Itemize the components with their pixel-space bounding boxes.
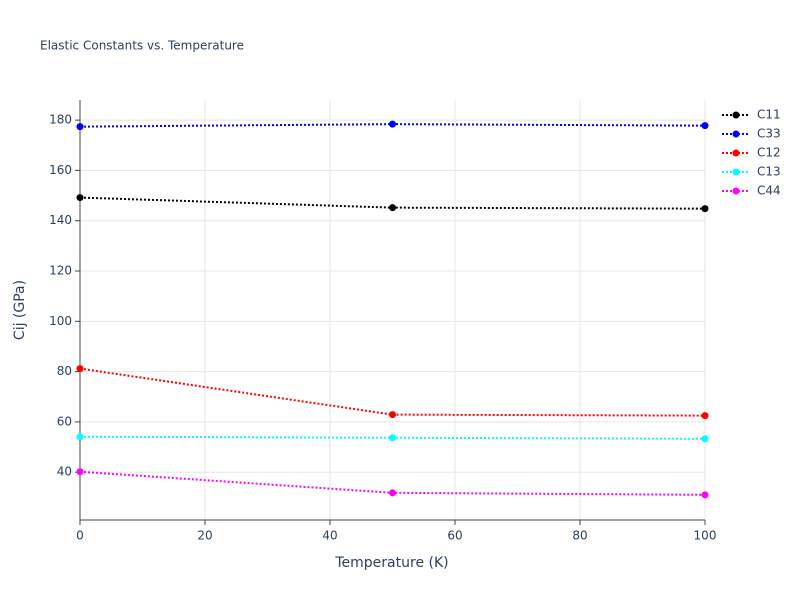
y-tick-label: 60 (57, 414, 72, 428)
legend-marker (732, 168, 740, 176)
y-tick-label: 120 (49, 264, 72, 278)
marker (389, 204, 396, 212)
marker (76, 365, 84, 373)
marker (389, 489, 396, 497)
x-tick-label: 20 (197, 529, 212, 543)
marker (76, 468, 84, 476)
legend-marker (732, 111, 740, 119)
legend-marker (732, 130, 740, 138)
legend-label: C12 (757, 146, 781, 160)
marker (701, 122, 709, 130)
y-axis-title: Cij (GPa) (12, 280, 28, 340)
x-tick-label: 100 (694, 529, 717, 543)
marker (701, 491, 709, 499)
y-tick-label: 140 (49, 213, 72, 227)
x-tick-label: 60 (447, 529, 462, 543)
legend-label: C33 (757, 127, 781, 141)
y-tick-label: 160 (49, 163, 72, 177)
y-tick-label: 80 (57, 364, 72, 378)
legend-label: C11 (757, 108, 781, 122)
legend-marker (732, 187, 740, 195)
marker (76, 123, 84, 131)
x-tick-label: 80 (572, 529, 587, 543)
marker (76, 433, 84, 441)
marker (389, 434, 396, 442)
marker (76, 194, 84, 202)
y-tick-label: 40 (57, 465, 72, 479)
x-axis-title: Temperature (K) (334, 555, 448, 571)
x-tick-label: 40 (322, 529, 337, 543)
marker (701, 435, 709, 443)
legend-label: C44 (757, 184, 781, 198)
y-tick-label: 180 (49, 113, 72, 127)
x-tick-label: 0 (76, 529, 84, 543)
legend-marker (732, 149, 740, 157)
marker (389, 120, 396, 128)
marker (701, 412, 709, 420)
y-tick-label: 100 (49, 314, 72, 328)
chart-title: Elastic Constants vs. Temperature (40, 39, 244, 53)
legend-label: C13 (757, 165, 781, 179)
marker (701, 205, 709, 213)
marker (389, 411, 396, 419)
series-line (79, 367, 706, 417)
